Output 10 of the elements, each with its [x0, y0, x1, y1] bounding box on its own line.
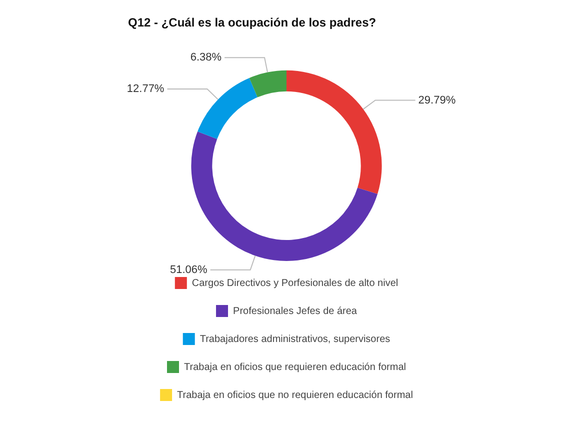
data-label: 6.38% — [190, 52, 222, 64]
legend-label: Profesionales Jefes de área — [233, 306, 358, 317]
legend-label: Cargos Directivos y Porfesionales de alto nivel — [192, 278, 398, 289]
data-label: 12.77% — [126, 83, 164, 96]
legend-label: Trabajadores administrativos, supervisores — [200, 334, 390, 345]
data-label: 29.79% — [418, 94, 456, 106]
legend-label: Trabaja en oficios que requieren educación formal — [184, 362, 406, 373]
legend-label: Trabaja en oficios que no requieren educación formal — [177, 390, 413, 401]
chart-title: Q12 - ¿Cuál es la ocupación de los padres? — [128, 16, 376, 30]
data-label: 51.06% — [170, 264, 208, 276]
